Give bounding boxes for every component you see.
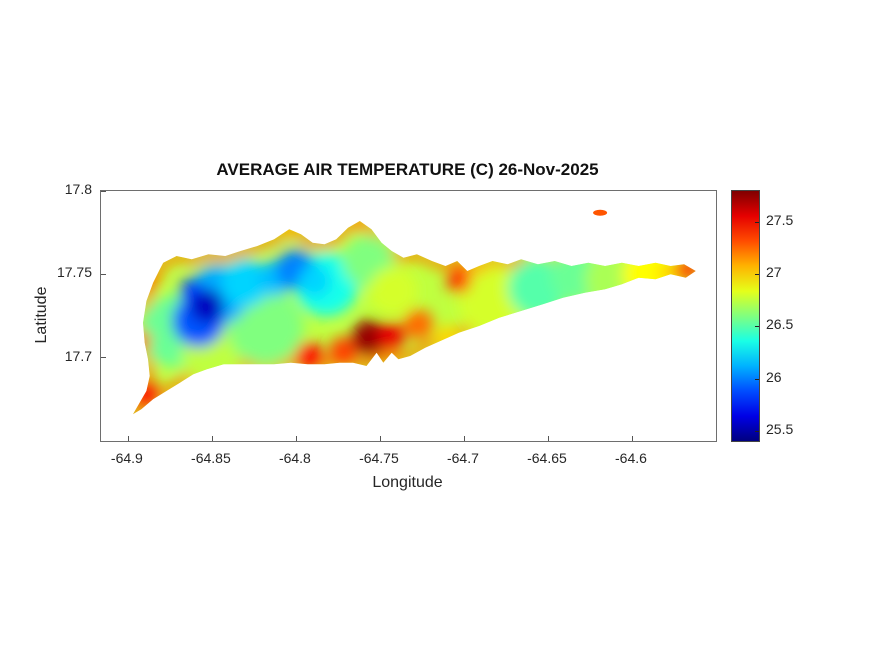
x-tick-label: -64.9 xyxy=(110,450,143,466)
colorbar-tick-label: 25.5 xyxy=(766,420,794,437)
colorbar-tick-label: 26.5 xyxy=(766,316,794,333)
temperature-contour-map xyxy=(101,191,716,441)
colorbar-tick-mark xyxy=(755,430,759,432)
x-tick-label: -64.85 xyxy=(191,450,231,466)
colorbar xyxy=(731,190,760,442)
y-tick-label: 17.75 xyxy=(56,264,92,281)
y-tick-mark xyxy=(101,273,106,275)
colorbar-tick-mark xyxy=(755,326,759,328)
y-tick-mark xyxy=(101,357,106,359)
x-tick-mark xyxy=(127,436,129,441)
x-tick-mark xyxy=(295,436,297,441)
x-tick-mark xyxy=(464,436,465,441)
colorbar-tick-mark xyxy=(755,274,759,276)
x-tick-mark xyxy=(548,436,549,441)
x-tick-label: -64.7 xyxy=(446,450,479,466)
x-tick-label: -64.75 xyxy=(359,450,399,466)
x-axis-label: Longitude xyxy=(372,474,443,491)
colorbar-tick-mark xyxy=(755,378,759,380)
x-tick-mark xyxy=(211,436,213,441)
colorbar-tick-label: 27.5 xyxy=(766,212,794,229)
y-tick-mark xyxy=(101,191,106,192)
x-tick-mark xyxy=(379,436,381,441)
island-heatmap-svg xyxy=(132,209,696,415)
islet-blob xyxy=(593,209,608,216)
x-tick-mark xyxy=(632,436,633,441)
y-tick-label: 17.7 xyxy=(64,347,92,364)
x-tick-label: -64.6 xyxy=(615,450,647,466)
colorbar-tick-mark xyxy=(755,222,759,224)
plot-area xyxy=(100,190,717,442)
colorbar-tick-label: 26 xyxy=(766,368,782,385)
y-tick-label: 17.8 xyxy=(64,181,92,197)
x-tick-label: -64.8 xyxy=(278,450,311,466)
plot-title: AVERAGE AIR TEMPERATURE (C) 26-Nov-2025 xyxy=(216,160,599,179)
x-tick-label: -64.65 xyxy=(527,450,567,466)
colorbar-tick-label: 27 xyxy=(766,264,782,281)
